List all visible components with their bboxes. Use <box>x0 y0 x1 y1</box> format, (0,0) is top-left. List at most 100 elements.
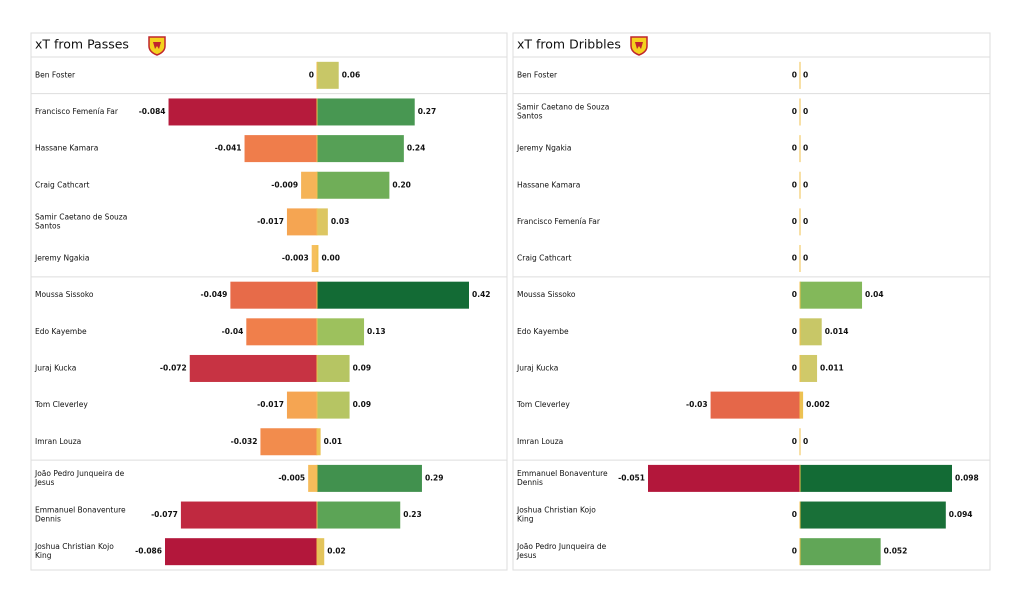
value-label: 0.42 <box>472 290 491 299</box>
value-label: 0.29 <box>425 473 444 482</box>
positive-bar <box>317 281 469 309</box>
negative-bar <box>301 171 317 199</box>
player-name: Edo Kayembe <box>35 327 87 336</box>
negative-bar <box>246 318 317 346</box>
value-label: 0.01 <box>324 437 343 446</box>
value-label: 0 <box>803 437 808 446</box>
value-label: 0 <box>803 144 808 153</box>
negative-bar <box>180 501 317 529</box>
value-label: -0.04 <box>222 327 244 336</box>
value-label: 0 <box>803 217 808 226</box>
value-label: 0.002 <box>806 400 830 409</box>
value-label: 0 <box>792 437 797 446</box>
player-name: Samir Caetano de Souza Santos <box>517 102 609 120</box>
player-name: Edo Kayembe <box>517 327 569 336</box>
value-label: 0 <box>309 70 314 79</box>
value-label: 0.094 <box>949 510 973 519</box>
value-label: 0.03 <box>331 217 350 226</box>
positive-bar <box>800 464 952 492</box>
player-name: Hassane Kamara <box>517 180 580 189</box>
positive-bar <box>317 61 339 89</box>
positive-bar <box>800 501 946 529</box>
player-name: Juraj Kucka <box>34 363 76 372</box>
negative-bar <box>648 464 800 492</box>
badge-mark <box>153 42 161 49</box>
player-name: Moussa Sissoko <box>35 290 94 299</box>
value-label: 0 <box>792 327 797 336</box>
panel <box>30 32 508 571</box>
player-name: Craig Cathcart <box>35 180 89 189</box>
value-label: 0.011 <box>820 363 844 372</box>
positive-bar <box>317 538 325 566</box>
negative-bar <box>260 428 317 456</box>
negative-bar <box>168 98 317 126</box>
player-name: Jeremy Ngakia <box>34 254 89 263</box>
negative-bar <box>165 538 317 566</box>
value-label: -0.017 <box>257 217 284 226</box>
value-label: -0.072 <box>160 363 187 372</box>
panel-title: xT from Dribbles <box>517 37 621 52</box>
value-label: 0 <box>792 144 797 153</box>
value-label: 0 <box>803 107 808 116</box>
player-name: Emmanuel Bonaventure Dennis <box>35 506 126 524</box>
value-label: 0 <box>792 217 797 226</box>
player-name: Moussa Sissoko <box>517 290 576 299</box>
positive-bar <box>317 354 350 382</box>
negative-bar <box>189 354 317 382</box>
player-name: Francisco Femenía Far <box>517 217 601 226</box>
positive-bar <box>800 391 804 419</box>
value-label: 0 <box>792 254 797 263</box>
player-name: Juraj Kucka <box>516 363 558 372</box>
value-label: 0 <box>792 180 797 189</box>
value-label: -0.032 <box>231 437 258 446</box>
player-name: Joshua Christian Kojo King <box>516 506 596 524</box>
value-label: -0.009 <box>271 180 298 189</box>
value-label: 0 <box>792 290 797 299</box>
value-label: 0 <box>803 254 808 263</box>
panel <box>512 32 991 571</box>
positive-bar <box>800 538 881 566</box>
value-label: 0.06 <box>342 70 361 79</box>
positive-bar <box>317 428 321 456</box>
value-label: 0 <box>803 180 808 189</box>
player-name: Emmanuel Bonaventure Dennis <box>517 469 608 487</box>
value-label: -0.051 <box>618 473 645 482</box>
value-label: -0.03 <box>686 400 708 409</box>
negative-bar <box>710 391 800 419</box>
positive-bar <box>317 391 350 419</box>
value-label: 0.09 <box>353 363 372 372</box>
value-label: 0.02 <box>327 547 346 556</box>
player-name: Hassane Kamara <box>35 144 98 153</box>
value-label: 0.098 <box>955 473 979 482</box>
value-label: -0.017 <box>257 400 284 409</box>
value-label: 0.13 <box>367 327 386 336</box>
value-label: 0 <box>792 510 797 519</box>
value-label: 0 <box>792 107 797 116</box>
value-label: 0 <box>792 363 797 372</box>
value-label: -0.077 <box>151 510 178 519</box>
player-name: João Pedro Junqueira de Jesus <box>516 542 607 560</box>
value-label: 0.23 <box>403 510 422 519</box>
value-label: 0.04 <box>865 290 884 299</box>
value-label: 0.27 <box>418 107 437 116</box>
value-label: -0.041 <box>215 144 242 153</box>
value-label: 0.09 <box>353 400 372 409</box>
value-label: -0.003 <box>282 254 309 263</box>
negative-bar <box>286 208 317 236</box>
negative-bar <box>308 464 317 492</box>
value-label: -0.005 <box>278 473 305 482</box>
negative-bar <box>286 391 317 419</box>
negative-bar <box>244 135 317 163</box>
badge-mark <box>635 42 643 49</box>
positive-bar <box>317 135 404 163</box>
player-name: Francisco Femenía Far <box>35 107 119 116</box>
player-name: Craig Cathcart <box>517 254 571 263</box>
positive-bar <box>317 171 390 199</box>
player-name: Ben Foster <box>35 70 76 79</box>
player-name: Jeremy Ngakia <box>516 144 571 153</box>
value-label: -0.049 <box>201 290 228 299</box>
panel-title: xT from Passes <box>35 37 129 52</box>
value-label: -0.084 <box>139 107 166 116</box>
value-label: 0.20 <box>392 180 411 189</box>
